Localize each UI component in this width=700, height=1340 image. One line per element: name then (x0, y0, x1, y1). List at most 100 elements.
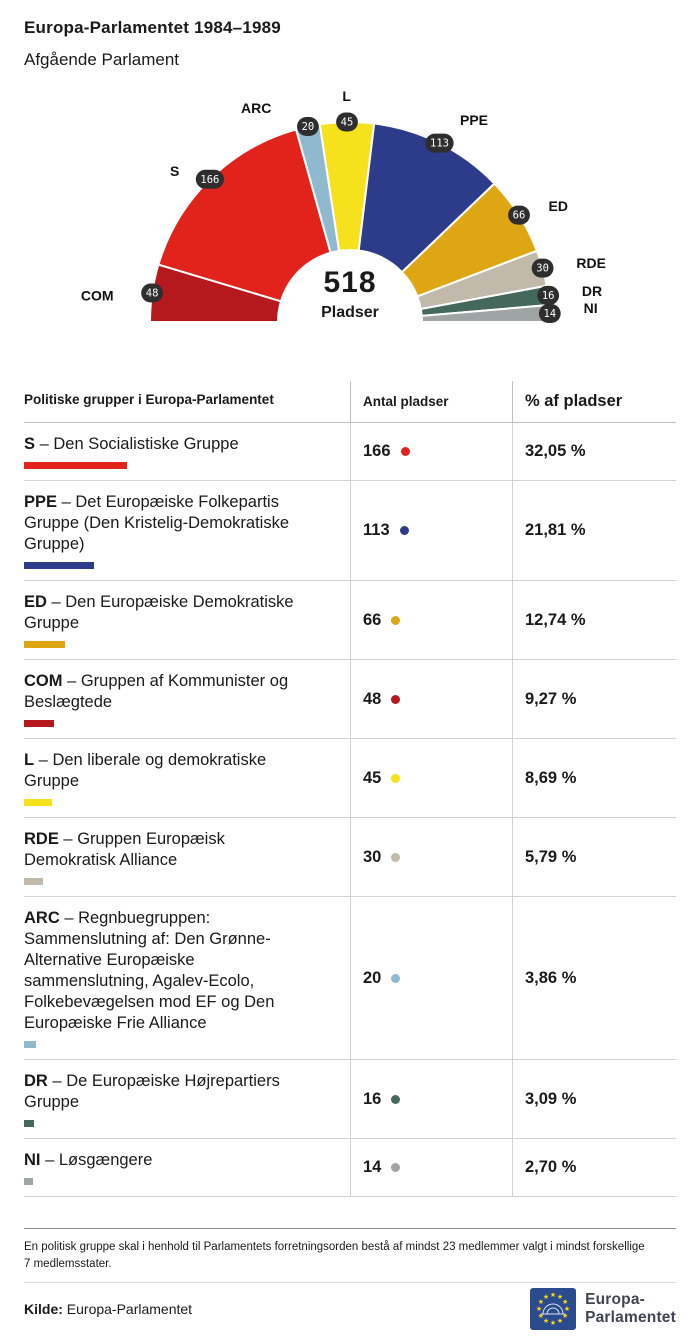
hemicycle-segments (148, 121, 552, 323)
group-color-bar (24, 799, 52, 806)
footnote-text: En politisk gruppe skal i henhold til Pa… (24, 1241, 645, 1270)
seat-badge-count: 30 (536, 263, 549, 275)
seat-count: 48 (363, 689, 382, 708)
group-abbr-label: DR (582, 283, 602, 299)
seat-color-dot (391, 615, 401, 625)
group-color-bar (24, 1120, 34, 1127)
seat-badge (336, 112, 358, 132)
seat-color-dot (391, 1094, 401, 1104)
group-cell: RDE – Gruppen Europæisk Demokratisk Alli… (24, 818, 350, 896)
group-abbr-label: COM (81, 288, 114, 304)
seat-badge-count: 45 (341, 117, 354, 129)
group-color-bar (24, 641, 65, 648)
group-cell: L – Den liberale og demokratiske Gruppe (24, 739, 350, 817)
table-body: S – Den Socialistiske Gruppe 166 32,05 % PP… (24, 423, 676, 1197)
ep-logo-text: Europa- Parlamentet (585, 1291, 676, 1327)
group-label: DR – De Europæiske Højrepartiers Gruppe (24, 1072, 280, 1111)
ep-logo-icon: ★ ★★★★★★★★★★★ (530, 1288, 577, 1330)
group-color-bar (24, 878, 43, 885)
page-subtitle: Afgående Parlament (24, 50, 179, 69)
seats-cell: 30 (350, 818, 512, 896)
group-abbr-label: ARC (241, 100, 271, 116)
group-cell: NI – Løsgængere (24, 1139, 350, 1196)
seat-badge (141, 283, 163, 303)
seat-badge (508, 205, 530, 225)
percent-cell: 21,81 % (512, 481, 676, 580)
seat-color-dot (391, 852, 401, 862)
ep-logo: ★ ★ ★ ★ ★ ★ ★ ★ ★ ★ ★ ★ Europa- Parlamentet (530, 1288, 676, 1330)
percent-cell: 9,27 % (512, 660, 676, 738)
eu-star-icon: ★ (543, 1317, 549, 1325)
group-abbr: S (24, 435, 36, 453)
percent-cell: 3,86 % (512, 897, 676, 1059)
seat-count: 45 (363, 768, 382, 787)
seat-badge (537, 285, 560, 305)
seats-cell: 66 (350, 581, 512, 659)
table-row: PPE – Det Europæiske Folkepartis Gruppe … (24, 481, 676, 581)
seat-color-dot (391, 773, 401, 783)
group-abbr: ARC (24, 909, 60, 927)
group-label: NI – Løsgængere (24, 1151, 153, 1169)
group-color-bar (24, 1178, 33, 1185)
column-header-percent: % af pladser (512, 381, 676, 422)
page-title: Europa-Parlamentet 1984–1989 (24, 18, 281, 37)
seat-count: 20 (363, 968, 382, 987)
group-label: ED – Den Europæiske Demokratiske Gruppe (24, 593, 294, 632)
table-row: RDE – Gruppen Europæisk Demokratisk Alli… (24, 818, 676, 897)
seat-badge (425, 133, 454, 153)
footnote-divider (24, 1228, 676, 1229)
group-label: S – Den Socialistiske Gruppe (24, 435, 239, 453)
seat-count: 16 (363, 1089, 382, 1108)
seat-badge (195, 169, 224, 189)
seat-count: 14 (363, 1158, 382, 1176)
table-row: L – Den liberale og demokratiske Gruppe 4… (24, 739, 676, 818)
group-label: COM – Gruppen af Kommunister og Beslægte… (24, 672, 289, 711)
seats-cell: 14 (350, 1139, 512, 1196)
hemicycle-segment-s (157, 128, 332, 303)
ep-logo-text-line2: Parlamentet (585, 1309, 676, 1326)
hemicycle-glyph-icon (541, 1303, 566, 1315)
group-label: RDE – Gruppen Europæisk Demokratisk Alli… (24, 830, 225, 869)
seat-color-dot (399, 526, 409, 535)
seat-badge-count: 16 (542, 290, 555, 302)
percent-cell: 12,74 % (512, 581, 676, 659)
group-label: PPE – Det Europæiske Folkepartis Gruppe … (24, 493, 290, 553)
eu-star-icon: ★ (562, 1312, 568, 1320)
seat-color-dot (391, 973, 401, 983)
seat-badge (531, 258, 554, 278)
table-row: NI – Løsgængere 14 2,70 % (24, 1139, 676, 1197)
column-header-groups: Politiske grupper i Europa-Parlamentet (24, 392, 274, 407)
seat-badge-count: 113 (430, 138, 449, 150)
seats-cell: 16 (350, 1060, 512, 1138)
group-color-bar (24, 720, 54, 727)
seats-cell: 113 (350, 481, 512, 580)
group-abbr: DR (24, 1072, 48, 1090)
group-abbr: RDE (24, 830, 59, 848)
groups-table: Politiske grupper i Europa-Parlamentet A… (24, 381, 676, 1197)
group-abbr: PPE (24, 493, 58, 511)
eu-star-icon: ★ (538, 1298, 544, 1306)
hemicycle-labels: 48 COM 166 S 20 ARC 45 L 113 PPE 66 ED 30 RDE 16 DR 14 NI (81, 88, 606, 323)
hemicycle-chart: 48 COM 166 S 20 ARC 45 L 113 PPE 66 ED 30 RDE 16 DR 14 NI… (81, 88, 606, 323)
group-abbr-label: ED (549, 198, 568, 214)
seat-badge-count: 14 (543, 308, 556, 320)
seat-color-dot (391, 1163, 401, 1172)
group-cell: ARC – Regnbuegruppen: Sammenslutning af:… (24, 897, 350, 1059)
eu-star-icon: ★ (550, 1319, 556, 1327)
group-cell: COM – Gruppen af Kommunister og Beslægte… (24, 660, 350, 738)
group-cell: DR – De Europæiske Højrepartiers Gruppe (24, 1060, 350, 1138)
group-cell: S – Den Socialistiske Gruppe (24, 423, 350, 480)
group-abbr-label: NI (584, 300, 598, 316)
seats-cell: 20 (350, 897, 512, 1059)
group-abbr-label: S (170, 163, 179, 179)
group-cell: ED – Den Europæiske Demokratiske Gruppe (24, 581, 350, 659)
table-row: S – Den Socialistiske Gruppe 166 32,05 % (24, 423, 676, 481)
seats-cell: 48 (350, 660, 512, 738)
table-row: COM – Gruppen af Kommunister og Beslægte… (24, 660, 676, 739)
seat-badge (538, 304, 561, 323)
eu-star-icon: ★ (536, 1305, 542, 1313)
group-abbr: L (24, 751, 35, 769)
percent-cell: 3,09 % (512, 1060, 676, 1138)
table-row: DR – De Europæiske Højrepartiers Gruppe 1… (24, 1060, 676, 1139)
